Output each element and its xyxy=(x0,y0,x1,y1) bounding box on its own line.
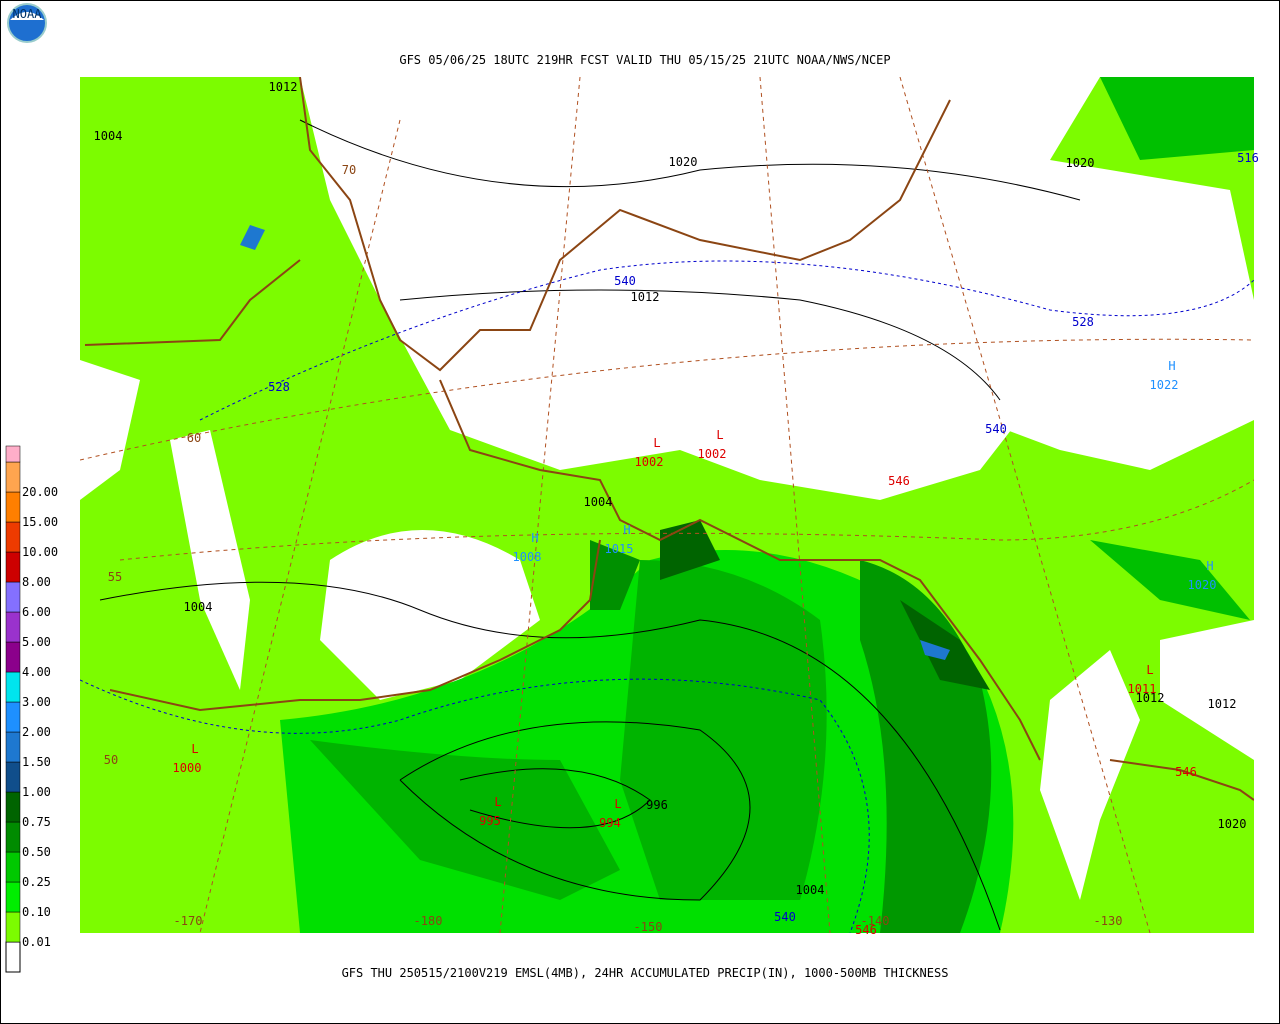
isobar-label: 1004 xyxy=(796,883,825,897)
contours xyxy=(80,77,1254,933)
isobar-label: 1012 xyxy=(1208,697,1237,711)
high-pressure: 1022 xyxy=(1150,378,1179,392)
thickness-label: 540 xyxy=(985,422,1007,436)
thickness-label: 546 xyxy=(1175,765,1197,779)
high-symbol: H xyxy=(623,523,630,537)
high-pressure: 1020 xyxy=(1188,578,1217,592)
legend-swatch xyxy=(5,491,21,523)
legend-label: 4.00 xyxy=(22,665,51,679)
legend-label: 0.25 xyxy=(22,875,51,889)
high-symbol: H xyxy=(1206,559,1213,573)
isobar-label: 1020 xyxy=(1066,156,1095,170)
thickness-label: 540 xyxy=(774,910,796,924)
low-pressure: 1000 xyxy=(173,761,202,775)
low-symbol: L xyxy=(1146,663,1153,677)
title: GFS 05/06/25 18UTC 219HR FCST VALID THU … xyxy=(399,53,890,67)
legend-label: 2.00 xyxy=(22,725,51,739)
legend-swatch xyxy=(5,791,21,823)
legend-swatch xyxy=(5,701,21,733)
legend-label: 15.00 xyxy=(22,515,58,529)
precip-field xyxy=(80,77,1254,933)
high-symbol: H xyxy=(531,531,538,545)
graticule-label: -140 xyxy=(861,914,890,928)
low-symbol: L xyxy=(716,428,723,442)
graticule-label: 50 xyxy=(104,753,118,767)
legend-swatch xyxy=(5,731,21,763)
legend-swatch xyxy=(5,941,21,973)
graticule-label: 70 xyxy=(342,163,356,177)
legend-swatch xyxy=(5,581,21,613)
high-pressure: 1008 xyxy=(513,550,542,564)
legend-swatch xyxy=(5,641,21,673)
low-symbol: L xyxy=(494,795,501,809)
low-pressure: 1011 xyxy=(1128,682,1157,696)
logo-text: NOAA xyxy=(13,7,43,21)
legend-label: 6.00 xyxy=(22,605,51,619)
thickness-label: 546 xyxy=(888,474,910,488)
isobar-label: 1004 xyxy=(584,495,613,509)
legend-label: 0.01 xyxy=(22,935,51,949)
legend-swatch xyxy=(5,671,21,703)
graticule-label: -150 xyxy=(634,920,663,934)
low-pressure: 1002 xyxy=(698,447,727,461)
isobar-label: 1020 xyxy=(1218,817,1247,831)
coastlines xyxy=(84,77,1254,801)
thickness-label: 540 xyxy=(614,274,636,288)
thickness-label: 516 xyxy=(1237,151,1259,165)
low-pressure: 994 xyxy=(599,816,621,830)
isobar-label: 1004 xyxy=(94,129,123,143)
legend-label: 5.00 xyxy=(22,635,51,649)
legend-label: 1.00 xyxy=(22,785,51,799)
graticule-label: -180 xyxy=(414,914,443,928)
legend-swatch xyxy=(5,881,21,913)
legend-label: 0.10 xyxy=(22,905,51,919)
legend-swatch xyxy=(5,521,21,553)
high-symbol: H xyxy=(1168,359,1175,373)
legend-swatch xyxy=(5,761,21,793)
thickness-label: 546 xyxy=(855,923,877,937)
legend-label: 3.00 xyxy=(22,695,51,709)
thickness-label: 528 xyxy=(1072,315,1094,329)
map-labels: 1012 1004 1020 1020 1012 1004 1004 1012 1012 1020… xyxy=(94,80,1259,937)
isobar-label: 1012 xyxy=(1136,691,1165,705)
isobar-label: 1012 xyxy=(269,80,298,94)
noaa-logo: NOAA xyxy=(7,3,47,43)
isobar-label: 1020 xyxy=(669,155,698,169)
thickness-label: 528 xyxy=(268,380,290,394)
legend-swatch xyxy=(5,851,21,883)
legend-label: 0.50 xyxy=(22,845,51,859)
legend-swatch xyxy=(5,911,21,943)
legend-label: 0.75 xyxy=(22,815,51,829)
legend-swatch xyxy=(5,445,21,463)
low-pressure: 995 xyxy=(479,814,501,828)
legend-swatch xyxy=(5,551,21,583)
low-symbol: L xyxy=(653,436,660,450)
legend-label: 1.50 xyxy=(22,755,51,769)
isobar-label: 1012 xyxy=(631,290,660,304)
low-symbol: L xyxy=(614,797,621,811)
caption: GFS THU 250515/2100V219 EMSL(4MB), 24HR … xyxy=(342,966,949,980)
isobar-label: 1004 xyxy=(184,600,213,614)
graticule-label: -130 xyxy=(1094,914,1123,928)
legend-swatch xyxy=(5,461,21,493)
map: 1012 1004 1020 1020 1012 1004 1004 1012 1012 1020… xyxy=(80,77,1259,937)
legend-swatch xyxy=(5,821,21,853)
legend-swatch xyxy=(5,611,21,643)
legend-label: 8.00 xyxy=(22,575,51,589)
legend-label: 20.00 xyxy=(22,485,58,499)
legend-label: 10.00 xyxy=(22,545,58,559)
graticule-label: 60 xyxy=(187,431,201,445)
high-pressure: 1015 xyxy=(605,542,634,556)
graticule-label: -170 xyxy=(174,914,203,928)
legend: 0.01 0.10 0.25 0.50 0.75 1.00 1.50 2.00 3.00 4.00… xyxy=(5,445,58,973)
isobar-label: 996 xyxy=(646,798,668,812)
low-symbol: L xyxy=(191,742,198,756)
low-pressure: 1002 xyxy=(635,455,664,469)
graticule-label: 55 xyxy=(108,570,122,584)
